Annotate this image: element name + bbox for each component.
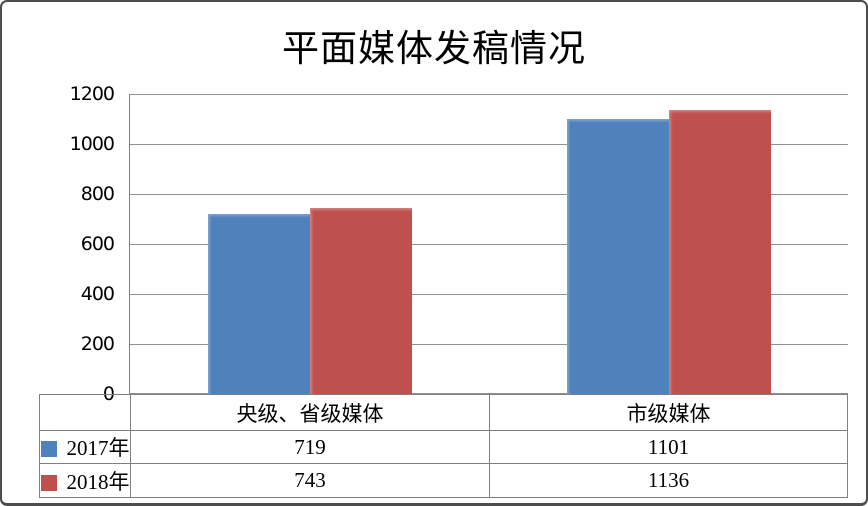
plot-area	[129, 94, 848, 394]
y-tick-label-800: 800	[80, 183, 115, 205]
gridline-0	[130, 393, 848, 394]
gridline-400	[130, 294, 848, 295]
gridline-1000	[130, 144, 848, 145]
series-row-2017: 2017年 719 1101	[39, 430, 848, 464]
category-label-1: 央级、省级媒体	[130, 394, 490, 431]
y-tick-label-400: 400	[80, 283, 115, 305]
gridline-200	[130, 344, 848, 345]
gridline-600	[130, 244, 848, 245]
y-tick-label-200: 200	[80, 333, 115, 355]
legend-label-2018: 2018年	[66, 469, 130, 494]
value-2018-category-1: 743	[130, 463, 490, 498]
value-2018-category-2: 1136	[489, 463, 848, 498]
y-tick-label-1000: 1000	[69, 133, 115, 155]
table-spacer-cell	[39, 394, 131, 431]
category-header-row: 央级、省级媒体 市级媒体	[39, 394, 848, 431]
bar-2018年-市级媒体	[668, 110, 771, 394]
category-label-2: 市级媒体	[489, 394, 848, 431]
series-row-2018: 2018年 743 1136	[39, 463, 848, 498]
value-2017-category-2: 1101	[489, 430, 848, 464]
bar-2018年-央级、省级媒体	[309, 208, 412, 394]
gridline-800	[130, 194, 848, 195]
y-tick-label-600: 600	[80, 233, 115, 255]
legend-swatch-2018-icon	[40, 474, 57, 491]
legend-cell-2018: 2018年	[39, 463, 131, 498]
legend-swatch-2017-icon	[40, 441, 57, 457]
bar-2017年-市级媒体	[566, 118, 669, 394]
value-2017-category-1: 719	[130, 430, 490, 464]
gridline-1200	[130, 94, 848, 95]
y-tick-label-1200: 1200	[69, 83, 115, 105]
legend-label-2017: 2017年	[66, 436, 130, 460]
legend-cell-2017: 2017年	[39, 430, 131, 464]
chart-title: 平面媒体发稿情况	[282, 29, 586, 70]
data-table: 央级、省级媒体 市级媒体 2017年 719 1101 2018年 743 11…	[39, 394, 848, 498]
bars-layer	[130, 94, 848, 394]
bar-2017年-央级、省级媒体	[207, 214, 310, 394]
